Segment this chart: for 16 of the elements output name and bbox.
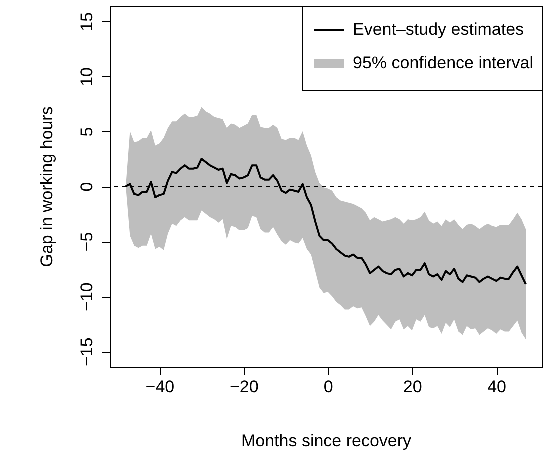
x-axis-title: Months since recovery [241, 432, 412, 450]
x-tick-label: 40 [488, 378, 506, 396]
y-tick-label: 15 [78, 12, 96, 32]
y-tick-label: −15 [78, 338, 96, 367]
y-tick-label: −5 [78, 232, 96, 252]
y-tick-label: 0 [78, 182, 96, 192]
x-tick-label: 20 [403, 378, 422, 396]
y-tick-label: −10 [78, 282, 96, 312]
y-axis-title: Gap in working hours [38, 106, 56, 268]
y-tick-label: 5 [78, 127, 96, 137]
y-tick-label: 10 [78, 67, 96, 86]
annotation: 95% confidence interval [353, 54, 534, 72]
x-tick-label: −20 [230, 378, 259, 396]
legend-label: Event–study estimates [353, 20, 524, 39]
x-tick-label: −40 [146, 378, 175, 396]
x-tick-label: 0 [324, 378, 334, 396]
